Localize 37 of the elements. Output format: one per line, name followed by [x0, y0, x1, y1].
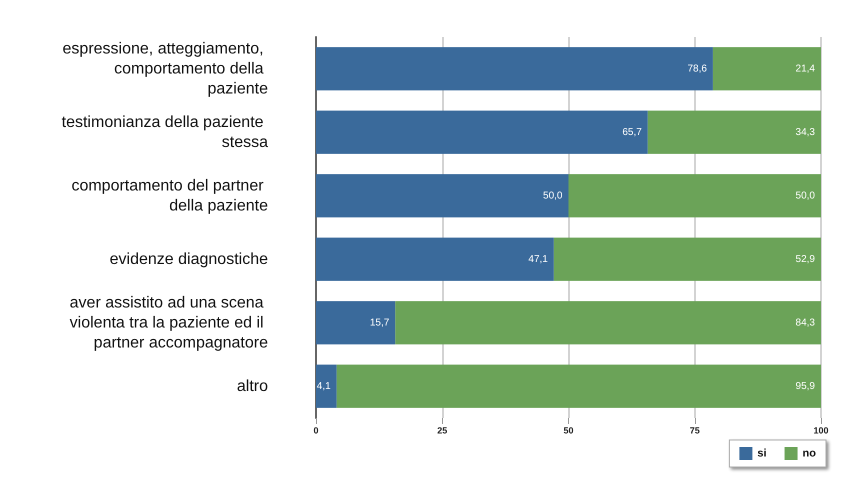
y-tick-label: evidenze diagnostiche: [110, 250, 268, 268]
bar: [316, 301, 396, 344]
y-tick-label: testimonianza della paziente stessa: [62, 114, 268, 151]
data-label: 21,4: [796, 63, 816, 74]
data-label: 50,0: [796, 190, 816, 202]
y-tick-label: espressione, atteggiamento, comportamento della paziente: [62, 40, 268, 98]
legend-label: no: [802, 448, 816, 460]
bar: [316, 47, 713, 90]
bar: [316, 364, 337, 408]
bar: [712, 47, 821, 90]
data-label: 52,9: [796, 254, 816, 265]
x-tick-label: 100: [813, 426, 829, 436]
bar: [648, 110, 821, 154]
x-tick-label: 25: [437, 426, 448, 436]
bar: [316, 174, 568, 218]
data-label: 95,9: [796, 380, 816, 392]
x-tick-label: 75: [690, 426, 700, 436]
data-label: 78,6: [687, 63, 708, 74]
bar: [554, 238, 821, 281]
data-label: 34,3: [796, 126, 816, 138]
x-tick-label: 0: [313, 426, 319, 436]
bar: [316, 238, 554, 281]
y-tick-label: altro: [236, 378, 268, 395]
x-tick-label: 50: [563, 426, 574, 436]
y-tick-label: aver assistito ad una scena violenta tra la paziente ed il partner accompagnatore: [70, 294, 268, 352]
bar: [336, 364, 821, 408]
y-tick-label: comportamento del partner della paziente: [71, 177, 268, 214]
data-label: 84,3: [796, 317, 816, 328]
bar: [568, 174, 821, 218]
data-label: 47,1: [528, 254, 548, 265]
data-label: 4,1: [316, 380, 332, 392]
data-label: 15,7: [370, 317, 390, 328]
data-label: 65,7: [622, 126, 642, 138]
legend-label: si: [757, 448, 767, 460]
data-label: 50,0: [543, 190, 563, 202]
bar: [316, 110, 648, 154]
bar: [395, 301, 821, 344]
